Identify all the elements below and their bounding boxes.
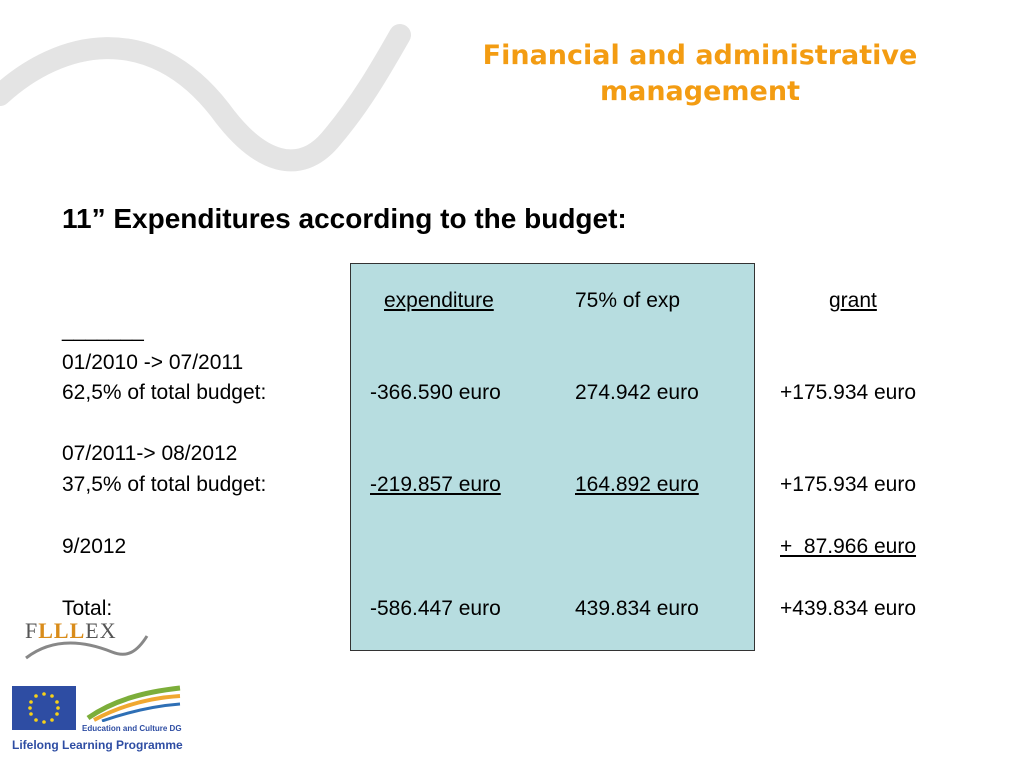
row3-period: 9/2012 — [62, 535, 127, 558]
section-heading: 11” Expenditures according to the budget… — [62, 203, 627, 234]
eu-flag-icon — [12, 686, 76, 730]
row3-grant: + 87.966 euro — [780, 535, 917, 558]
row2-grant: +175.934 euro — [780, 473, 917, 496]
total-label: Total: — [62, 597, 113, 620]
row1-grant: +175.934 euro — [780, 381, 917, 404]
education-culture-dg-label: Education and Culture DG — [82, 724, 182, 733]
row1-period: 01/2010 -> 07/2011 — [62, 351, 244, 374]
row1-75pct: 274.942 euro — [575, 381, 699, 404]
header-grant: grant — [829, 289, 877, 312]
divider: _______ — [62, 319, 144, 342]
row2-share: 37,5% of total budget: — [62, 473, 267, 496]
row2-expenditure: -219.857 euro — [370, 473, 501, 496]
decorative-swoosh — [0, 24, 411, 172]
row1-share: 62,5% of total budget: — [62, 381, 267, 404]
total-grant: +439.834 euro — [780, 597, 917, 620]
total-expenditure: -586.447 euro — [370, 597, 501, 620]
lifelong-learning-label: Lifelong Learning Programme — [12, 738, 183, 752]
header-expenditure: expenditure — [384, 289, 494, 312]
education-culture-logo-icon — [86, 685, 181, 722]
row2-75pct: 164.892 euro — [575, 473, 699, 496]
flllex-logo: FLLLEX — [25, 618, 117, 643]
row1-expenditure: -366.590 euro — [370, 381, 501, 404]
row2-period: 07/2011-> 08/2012 — [62, 442, 238, 465]
budget-table-highlight — [350, 263, 755, 651]
slide-title: Financial and administrative management — [482, 40, 918, 107]
total-75pct: 439.834 euro — [575, 597, 699, 620]
flllex-swoosh-icon — [25, 635, 149, 660]
header-75pct: 75% of exp — [575, 289, 681, 312]
